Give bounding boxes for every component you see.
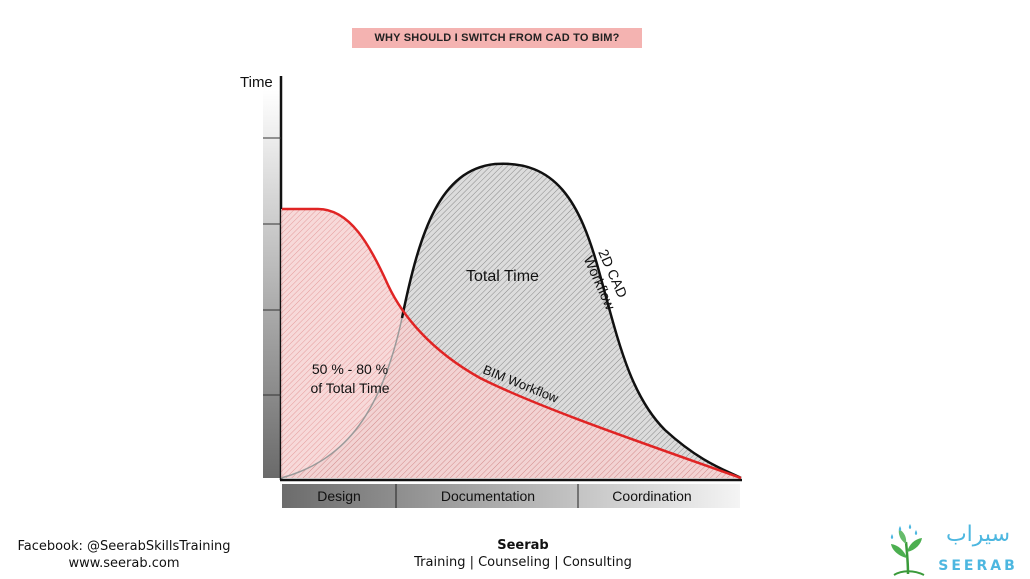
footer-brand: Seerab Training | Counseling | Consultin… — [400, 537, 646, 571]
website-link[interactable]: www.seerab.com — [68, 556, 180, 571]
brand-tagline: Training | Counseling | Consulting — [414, 555, 632, 570]
phase-coordination: Coordination — [612, 488, 691, 504]
phase-bar — [282, 484, 740, 508]
brand-name: Seerab — [497, 538, 549, 553]
total-time-label: Total Time — [466, 268, 539, 285]
logo-arabic-text: سيراب — [945, 522, 1011, 547]
page-title: WHY SHOULD I SWITCH FROM CAD TO BIM? — [352, 28, 642, 48]
phase-design: Design — [317, 488, 361, 504]
bim-workflow-curve — [282, 207, 742, 480]
logo-latin-text: SEERAB — [938, 558, 1018, 574]
phase-documentation: Documentation — [441, 488, 535, 504]
cad-workflow-curve-faint — [280, 317, 403, 479]
bim-workflow-area — [281, 209, 741, 478]
facebook-handle[interactable]: Facebook: @SeerabSkillsTraining — [17, 539, 231, 554]
time-share-label-line2: of Total Time — [310, 380, 389, 396]
y-axis-label: Time — [240, 74, 273, 91]
y-axis-ticks — [263, 137, 281, 396]
cad-workflow-curve — [400, 162, 742, 480]
y-axis-gradient-bar — [263, 90, 281, 478]
time-share-label-line1: 50 % - 80 % — [312, 361, 388, 377]
plant-icon — [890, 524, 925, 576]
seerab-logo — [890, 524, 925, 576]
footer-contact: Facebook: @SeerabSkillsTraining www.seer… — [10, 538, 238, 572]
